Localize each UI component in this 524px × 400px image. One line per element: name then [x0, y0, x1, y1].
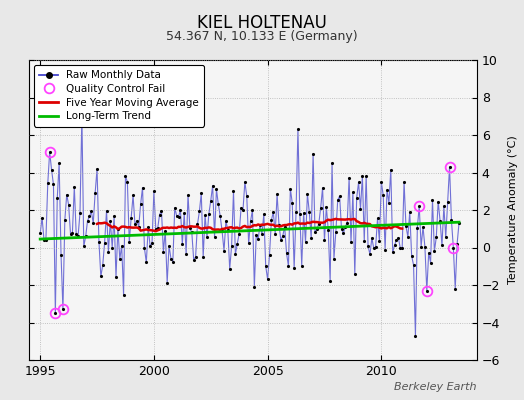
Text: 54.367 N, 10.133 E (Germany): 54.367 N, 10.133 E (Germany) — [166, 30, 358, 43]
Y-axis label: Temperature Anomaly (°C): Temperature Anomaly (°C) — [508, 136, 518, 284]
Legend: Raw Monthly Data, Quality Control Fail, Five Year Moving Average, Long-Term Tren: Raw Monthly Data, Quality Control Fail, … — [34, 65, 204, 126]
Text: Berkeley Earth: Berkeley Earth — [395, 382, 477, 392]
Text: KIEL HOLTENAU: KIEL HOLTENAU — [197, 14, 327, 32]
